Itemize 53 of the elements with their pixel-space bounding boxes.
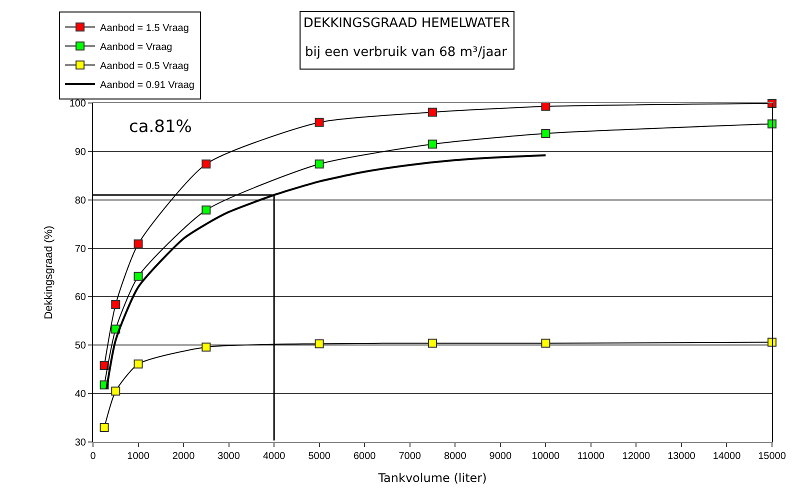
x-tick-label: 2000 — [172, 451, 196, 462]
point — [134, 272, 143, 281]
y-tick-label: 70 — [74, 244, 86, 255]
point — [202, 342, 211, 352]
point — [202, 206, 211, 215]
x-tick-label: 1000 — [127, 451, 150, 462]
x-tick-label: 8000 — [444, 451, 467, 462]
x-tick-label: 14000 — [712, 451, 742, 462]
point — [314, 339, 324, 348]
x-tick-label: 10000 — [532, 451, 560, 462]
point — [541, 338, 550, 348]
y-tick-label: 90 — [74, 146, 86, 158]
point — [134, 360, 143, 369]
point — [202, 160, 211, 169]
y-tick-label: 100 — [69, 98, 86, 110]
legend-label: Aanbod = 1.5 Vraag — [100, 22, 189, 34]
x-tick-label: 9000 — [489, 451, 512, 462]
point — [428, 338, 437, 348]
legend-label: Aanbod = 0.91 Vraag — [100, 80, 194, 91]
y-tick-label: 80 — [74, 195, 86, 206]
y-tick-label: 30 — [74, 438, 86, 448]
point — [541, 102, 550, 111]
chart-subtitle: bij een verbruik van 68 m³/jaar — [305, 45, 508, 60]
point — [134, 239, 143, 248]
point — [314, 160, 324, 169]
annotation: ca.81% — [129, 117, 192, 137]
point — [428, 108, 437, 117]
point — [100, 422, 109, 432]
legend-label: Aanbod = 0.5 Vraag — [100, 60, 189, 72]
point — [768, 119, 776, 128]
point — [111, 386, 120, 396]
point — [111, 300, 120, 309]
y-tick-label: 50 — [74, 340, 86, 352]
x-tick-label: 15000 — [758, 451, 786, 462]
y-tick-label: 60 — [74, 292, 86, 304]
point — [314, 118, 324, 127]
x-tick-label: 7000 — [398, 451, 422, 462]
x-tick-label: 13000 — [668, 451, 696, 462]
x-tick-label: 5000 — [308, 451, 331, 462]
x-tick-label: 0 — [90, 451, 96, 462]
point — [541, 129, 550, 138]
x-tick-label: 3000 — [218, 451, 240, 462]
x-tick-label: 6000 — [353, 451, 376, 462]
point — [428, 140, 437, 149]
y-tick-label: 40 — [74, 389, 86, 400]
legend-label: Aanbod = Vraag — [100, 42, 172, 53]
x-tick-label: 12000 — [622, 451, 651, 462]
x-tick-label: 11000 — [577, 451, 605, 462]
chart-title: DEKKINGSGRAAD HEMELWATER — [303, 16, 510, 32]
x-axis-title: Tankvolume (liter) — [377, 470, 487, 485]
x-tick-label: 4000 — [262, 451, 286, 462]
point — [768, 338, 776, 347]
y-axis-title: Dekkingsgraad (%) — [42, 226, 55, 320]
